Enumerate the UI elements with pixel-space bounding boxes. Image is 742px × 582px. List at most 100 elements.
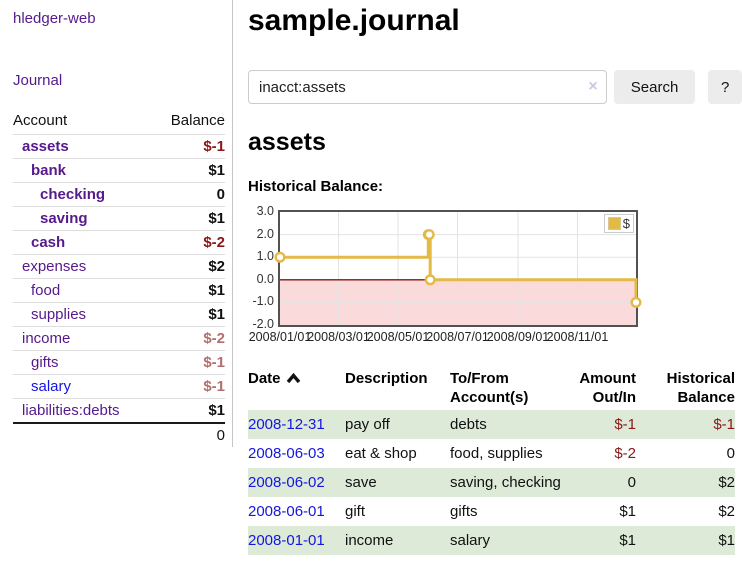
register-row: 2008-06-03 eat & shop food, supplies $-2 0	[248, 439, 735, 468]
transaction-accounts: salary	[450, 526, 570, 555]
account-link[interactable]: gifts	[31, 354, 59, 371]
transaction-balance: $2	[642, 468, 735, 497]
account-link[interactable]: checking	[40, 186, 106, 203]
account-balance: $-1	[153, 350, 225, 375]
transaction-accounts: saving, checking	[450, 468, 570, 497]
account-link[interactable]: food	[31, 282, 61, 299]
sort-ascending-icon	[286, 372, 300, 384]
account-row: cash $-2	[13, 230, 225, 255]
transaction-balance: $2	[718, 503, 735, 520]
search-input-wrap: ×	[248, 70, 607, 104]
transaction-amount: $1	[570, 526, 642, 555]
account-row: liabilities:debts $1	[13, 398, 225, 423]
x-axis-tick-label: 2008/01/01	[248, 330, 312, 344]
x-axis-tick-label: 2008/09/01	[486, 330, 550, 344]
transaction-description: gift	[345, 503, 366, 520]
historical-balance-chart: $ 3.0 2.0 1.0 0.0 -1.0 -2.0 2008/01/01 2008/03/…	[248, 204, 742, 347]
account-link[interactable]: income	[22, 330, 71, 347]
register-table: Date Description To/From Account(s) Amount …	[248, 367, 735, 555]
account-heading: assets	[248, 128, 326, 156]
transaction-accounts: food, supplies	[450, 445, 543, 462]
account-row: saving $1	[13, 206, 225, 231]
transaction-balance: $-1	[642, 410, 735, 439]
transaction-date-link[interactable]: 2008-01-01	[248, 532, 325, 549]
account-row: checking 0	[13, 182, 225, 207]
y-axis-tick-label: -2.0	[252, 317, 274, 331]
sidebar: hledger-web Journal Account Balance asse…	[0, 0, 233, 447]
account-link[interactable]: supplies	[31, 306, 87, 323]
y-axis-tick-label: 0.0	[256, 271, 274, 286]
transaction-description: save	[345, 468, 450, 497]
account-balance: $-1	[153, 134, 225, 159]
chart-canvas	[274, 212, 642, 325]
account-row: gifts $-1	[13, 350, 225, 375]
transaction-date-link[interactable]: 2008-06-02	[248, 474, 325, 491]
search-form: × Search ?	[248, 70, 742, 104]
account-row: salary $-1	[13, 374, 225, 399]
x-axis-tick-label: 2008/03/01	[307, 330, 370, 344]
account-balance: $1	[153, 206, 225, 231]
account-balance: $1	[153, 398, 225, 423]
account-row: assets $-1	[13, 134, 225, 159]
chart-title: Historical Balance:	[248, 178, 384, 195]
register-row: 2008-01-01 income salary $1 $1	[248, 526, 735, 555]
sidebar-item-journal[interactable]: Journal	[13, 72, 63, 89]
account-balance: $-2	[153, 230, 225, 255]
register-col-amount-out-in: Amount Out/In	[579, 370, 636, 406]
register-col-historical-balance: Historical Balance	[666, 370, 735, 406]
account-balance: $2	[153, 254, 225, 279]
account-link[interactable]: saving	[40, 210, 88, 227]
chart-plot-area: $	[274, 210, 642, 327]
account-link[interactable]: salary	[31, 378, 72, 395]
accounts-col-balance: Balance	[170, 112, 225, 129]
account-row: bank $1	[13, 158, 225, 183]
page-title: sample.journal	[248, 4, 460, 37]
transaction-amount: $-2	[614, 445, 636, 462]
transaction-accounts: debts	[450, 410, 570, 439]
account-link[interactable]: cash	[31, 234, 66, 251]
transaction-date-link[interactable]: 2008-12-31	[248, 416, 325, 433]
account-balance: $1	[153, 278, 225, 303]
transaction-balance: $1	[642, 526, 735, 555]
clear-search-icon[interactable]: ×	[588, 78, 598, 95]
account-link[interactable]: bank	[31, 162, 67, 179]
y-axis-tick-label: -1.0	[252, 294, 274, 309]
transaction-description: eat & shop	[345, 445, 417, 462]
transaction-amount: 0	[570, 468, 642, 497]
transaction-amount: $1	[619, 503, 636, 520]
account-link[interactable]: assets	[22, 138, 69, 155]
account-row: supplies $1	[13, 302, 225, 327]
transaction-date-link[interactable]: 2008-06-01	[248, 503, 325, 520]
accounts-table: Account Balance assets $-1 bank $1 checking 0…	[13, 110, 225, 447]
x-axis-tick-label: 2008/07/01	[426, 330, 489, 344]
account-balance: $1	[153, 158, 225, 183]
account-balance: $-2	[153, 326, 225, 351]
main-content: sample.journal × Search ? assets Histori…	[248, 0, 742, 555]
account-balance: $1	[153, 302, 225, 327]
transaction-description: pay off	[345, 410, 450, 439]
account-row: expenses $2	[13, 254, 225, 279]
register-col-description: Description	[345, 370, 428, 387]
search-button[interactable]: Search	[613, 70, 696, 104]
register-row: 2008-12-31 pay off debts $-1 $-1	[248, 410, 735, 439]
accounts-col-account: Account	[13, 112, 68, 129]
accounts-total-row: 0	[13, 422, 225, 447]
account-row: income $-2	[13, 326, 225, 351]
legend-label: $	[622, 216, 630, 231]
x-axis-tick-label: 2008/05/01	[366, 330, 430, 344]
account-link[interactable]: liabilities:debts	[22, 402, 120, 419]
account-link[interactable]: expenses	[22, 258, 87, 275]
account-row: food $1	[13, 278, 225, 303]
app-title-link[interactable]: hledger-web	[13, 10, 96, 27]
accounts-total-value: 0	[153, 422, 225, 447]
transaction-date-link[interactable]: 2008-06-03	[248, 445, 325, 462]
account-balance: $-1	[153, 374, 225, 399]
register-col-to-from-account-s-: To/From Account(s)	[450, 370, 529, 406]
search-input[interactable]	[248, 70, 607, 104]
y-axis-tick-label: 1.0	[256, 249, 274, 264]
help-button[interactable]: ?	[708, 70, 742, 104]
y-axis-tick-label: 3.0	[256, 204, 274, 218]
y-axis-tick-label: 2.0	[256, 226, 274, 241]
x-axis-tick-label: 2008/11/01	[546, 330, 609, 344]
register-col-date[interactable]: Date	[248, 367, 345, 410]
